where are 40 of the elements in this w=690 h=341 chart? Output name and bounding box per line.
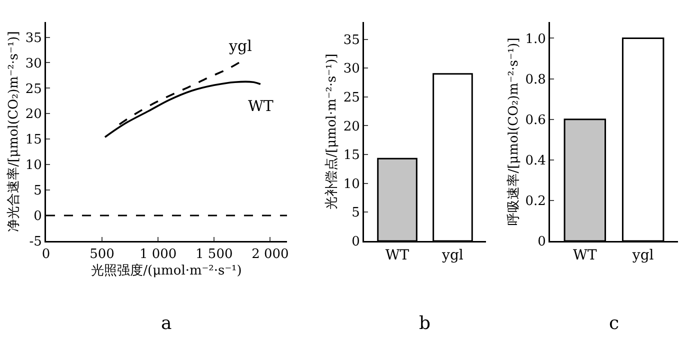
text: b xyxy=(419,313,431,334)
x-tick-label: WT xyxy=(573,247,598,264)
y-tick-label: 0.8 xyxy=(525,72,546,88)
y-tick-label: 35 xyxy=(25,30,42,46)
x-tick-label: WT xyxy=(385,247,410,264)
series-label: WT xyxy=(248,97,274,115)
y-tick-label: 0.6 xyxy=(525,112,546,128)
y-tick-label: 0 xyxy=(538,234,546,250)
y-tick-label: 30 xyxy=(25,56,42,72)
x-axis-title: 光照强度/(μmol·m⁻²·s⁻¹) xyxy=(91,262,242,278)
series-label: ygl xyxy=(228,37,252,55)
y-tick-label: 15 xyxy=(25,132,42,148)
x-tick-label: ygl xyxy=(631,247,654,264)
x-tick-label: ygl xyxy=(441,247,464,264)
y-tick-label: -5 xyxy=(29,234,42,250)
x-tick-label: 500 xyxy=(90,247,114,262)
y-tick-label: 20 xyxy=(25,107,42,122)
y-tick-label: 20 xyxy=(343,119,360,134)
y-tick-label: 25 xyxy=(343,90,360,106)
y-tick-label: 25 xyxy=(25,82,42,97)
y-tick-label: 5 xyxy=(352,206,360,221)
text: a xyxy=(161,313,172,334)
y-tick-label: 15 xyxy=(343,148,360,164)
y-tick-label: 0.4 xyxy=(525,153,546,168)
y-tick-label: 35 xyxy=(343,32,360,48)
text: c xyxy=(609,313,620,334)
y-axis-title: 光补偿点/[μmol·m⁻²·s⁻¹)] xyxy=(324,54,340,210)
y-axis-title: 净光合速率/[μmol(CO₂)m⁻²·s⁻¹)] xyxy=(6,31,22,232)
y-tick-label: 10 xyxy=(25,158,42,174)
y-tick-label: 10 xyxy=(343,176,360,192)
y-tick-label: 0 xyxy=(352,234,360,250)
y-tick-label: 0 xyxy=(34,209,42,224)
y-tick-label: 0.2 xyxy=(525,194,546,209)
y-tick-label: 30 xyxy=(343,62,360,77)
y-tick-label: 1.0 xyxy=(525,32,546,47)
y-tick-label: 5 xyxy=(34,184,42,199)
x-tick-label: 1 000 xyxy=(139,247,177,262)
x-tick-label: 2 000 xyxy=(252,247,289,262)
y-axis-title: 呼吸速率/[μmol(CO₂)m⁻²·s⁻¹)] xyxy=(505,38,522,226)
x-tick-label: 1 500 xyxy=(196,247,233,262)
